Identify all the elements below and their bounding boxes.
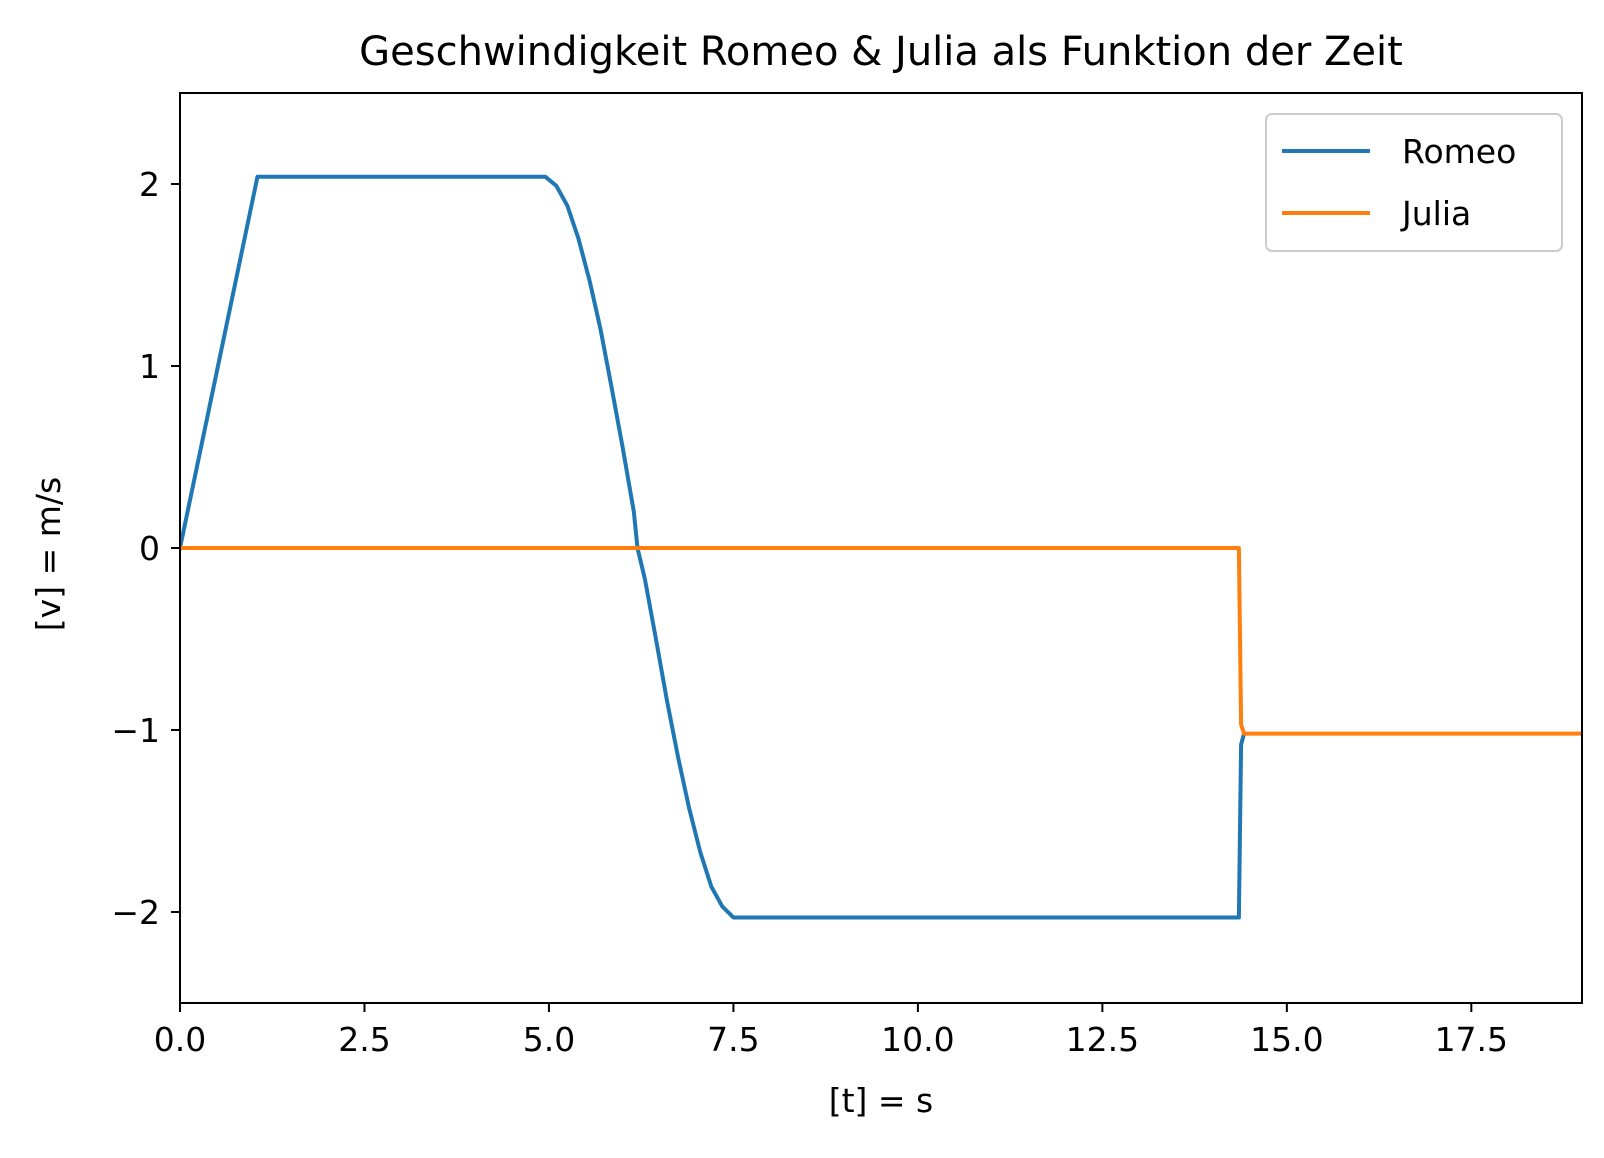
series-line-julia bbox=[180, 546, 1582, 736]
y-tick-label: −1 bbox=[111, 711, 160, 750]
x-tick-label: 7.5 bbox=[707, 1020, 759, 1059]
x-tick-label: 5.0 bbox=[523, 1020, 575, 1059]
x-tick-label: 12.5 bbox=[1066, 1020, 1139, 1059]
x-tick-label: 15.0 bbox=[1250, 1020, 1323, 1059]
legend-box bbox=[1265, 113, 1563, 252]
x-tick-label: 0.0 bbox=[154, 1020, 206, 1059]
chart-title: Geschwindigkeit Romeo & Julia als Funkti… bbox=[359, 29, 1403, 75]
y-tick-label: 1 bbox=[139, 347, 160, 386]
y-axis-label: [v] = m/s bbox=[29, 477, 68, 631]
x-tick-label: 10.0 bbox=[881, 1020, 954, 1059]
x-axis: 0.0 2.5 5.0 7.5 10.0 12.5 15.0 17.5 bbox=[154, 1003, 1508, 1059]
y-tick-label: 0 bbox=[139, 529, 160, 568]
y-tick-label: −2 bbox=[111, 893, 160, 932]
y-tick-label: 2 bbox=[139, 165, 160, 204]
series-layer bbox=[180, 174, 1582, 920]
x-tick-label: 17.5 bbox=[1435, 1020, 1508, 1059]
legend-label-romeo: Romeo bbox=[1402, 132, 1516, 171]
legend-label-julia: Julia bbox=[1400, 194, 1471, 233]
x-tick-label: 2.5 bbox=[338, 1020, 390, 1059]
y-axis: −2 −1 0 1 2 bbox=[111, 165, 180, 932]
x-axis-label: [t] = s bbox=[829, 1081, 934, 1120]
series-line-romeo bbox=[180, 174, 1247, 920]
legend: Romeo Julia bbox=[1265, 113, 1563, 252]
